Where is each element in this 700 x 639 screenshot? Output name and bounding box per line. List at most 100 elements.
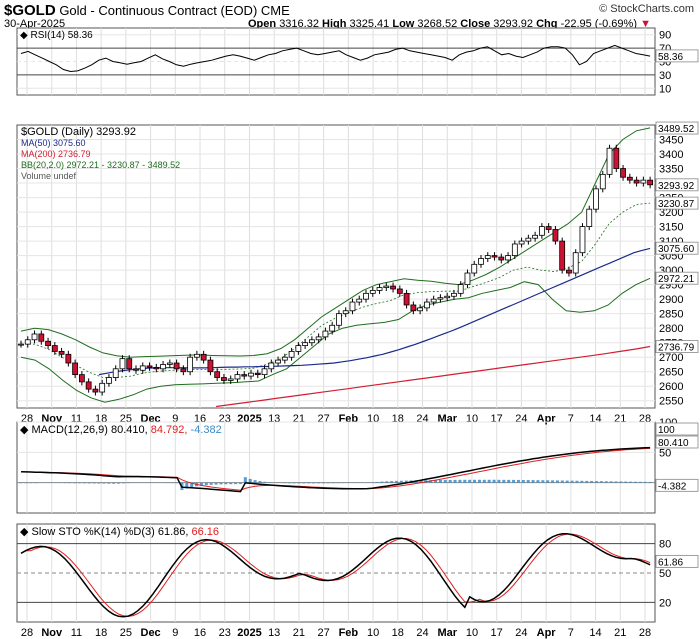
macd-hist-bar <box>570 480 574 483</box>
candle-body <box>106 377 112 384</box>
candle-body <box>471 263 478 274</box>
macd-hist-bar <box>229 482 233 485</box>
macd-hist-bar <box>434 480 438 483</box>
down-arrow-icon: ▼ <box>640 18 651 30</box>
candle-body <box>322 330 329 338</box>
macd-hist-bar <box>590 480 594 483</box>
macd-hist-bar <box>214 482 218 485</box>
price-legend-item: Volume undef <box>21 171 77 181</box>
price-tick-label: 2900 <box>659 294 683 306</box>
price-tick-label: 2700 <box>659 352 683 364</box>
candle-body <box>593 188 599 210</box>
candle-body <box>620 168 626 178</box>
macd-hist-bar <box>541 480 545 483</box>
close-value: 3293.92 <box>493 18 534 30</box>
candle-body <box>234 374 241 380</box>
macd-hist-bar <box>92 482 96 484</box>
macd-hist-bar <box>438 479 442 483</box>
price-tick-label: 2650 <box>659 367 683 379</box>
macd-hist-bar <box>619 481 623 483</box>
macd-hist-bar <box>404 480 408 483</box>
macd-hist-bar <box>633 481 637 483</box>
macd-hist-bar <box>477 479 481 483</box>
candle-body <box>396 288 403 294</box>
exchange: CME <box>260 3 290 18</box>
macd-hist-bar <box>555 480 559 483</box>
macd-hist-bar <box>234 482 238 485</box>
candle-body <box>99 382 106 393</box>
candle-body <box>261 368 268 376</box>
candle-body <box>207 359 214 373</box>
candle-body <box>241 374 248 377</box>
candle-body <box>221 377 227 381</box>
macd-right-label-box <box>655 435 699 449</box>
candle-body <box>478 258 484 265</box>
macd-hist-bar <box>482 479 486 483</box>
x-tick-label: 10 <box>466 627 478 639</box>
candle-body <box>254 372 261 376</box>
macd-hist-bar <box>536 480 540 483</box>
price-right-label-box <box>655 241 699 255</box>
macd-hist-bar <box>599 481 603 483</box>
macd-hist-bar <box>487 479 491 483</box>
candle-body <box>268 362 275 370</box>
price-right-label: 3075.60 <box>658 244 695 255</box>
x-tick-label: 24 <box>515 413 527 425</box>
candle-body <box>58 350 65 355</box>
macd-hist-bar <box>321 482 325 484</box>
macd-hist-bar <box>614 481 618 483</box>
macd-right-label: 100 <box>658 425 675 436</box>
x-tick-label: 28 <box>639 413 651 425</box>
x-tick-label: 10 <box>367 627 379 639</box>
macd-hist-bar <box>512 479 516 483</box>
macd-hist-bar <box>24 482 28 484</box>
candle-body <box>166 362 173 365</box>
candle-body <box>85 381 92 390</box>
x-tick-label: 17 <box>491 413 503 425</box>
macd-hist-bar <box>390 481 394 483</box>
candle-body <box>187 356 194 373</box>
macd-hist-bar <box>594 481 598 483</box>
macd-line <box>20 446 651 493</box>
macd-hist-bar <box>263 481 267 483</box>
macd-hist-bar <box>97 482 101 484</box>
candle-body <box>491 255 498 258</box>
macd-hist-bar <box>68 482 72 484</box>
macd-tick-label: 50 <box>659 447 671 459</box>
candle-body <box>119 358 126 370</box>
candle-body <box>369 290 376 294</box>
sto-last-label: 61.86 <box>658 557 683 568</box>
price-tick-label: 2550 <box>659 396 683 408</box>
x-tick-label: 11 <box>71 413 82 425</box>
macd-hist-bar <box>209 482 213 485</box>
x-tick-label: 16 <box>194 627 206 639</box>
macd-hist-bar <box>502 479 506 483</box>
candle-body <box>505 255 511 261</box>
open-value: 3316.32 <box>279 18 319 30</box>
macd-hist-bar <box>336 482 340 484</box>
macd-hist-bar <box>87 482 91 484</box>
macd-hist-bar <box>34 482 38 484</box>
macd-hist-bar <box>253 480 257 483</box>
price-right-label: 2972.21 <box>658 274 695 285</box>
sto-tick-label: 20 <box>659 597 671 609</box>
macd-hist-bar <box>419 480 423 483</box>
macd-hist-bar <box>82 482 86 484</box>
x-tick-label: 9 <box>172 627 178 639</box>
copyright: © StockCharts.com <box>599 3 694 15</box>
macd-right-label: 80.410 <box>658 438 689 449</box>
macd-hist-bar <box>565 480 569 483</box>
x-tick-label: 13 <box>268 413 280 425</box>
candle-body <box>18 343 24 346</box>
candle-body <box>383 285 390 288</box>
price-legend-item: $GOLD (Daily) 3293.92 <box>21 126 136 138</box>
candle-body <box>640 179 647 184</box>
macd-hist-bar <box>312 482 316 484</box>
bb-mid-line <box>21 202 651 378</box>
macd-hist-bar <box>604 481 608 483</box>
macd-hist-bar <box>443 479 447 483</box>
ma200-line <box>216 345 651 408</box>
price-right-label-box <box>655 196 699 210</box>
candle-body <box>363 292 369 300</box>
high-value: 3325.41 <box>349 18 390 30</box>
